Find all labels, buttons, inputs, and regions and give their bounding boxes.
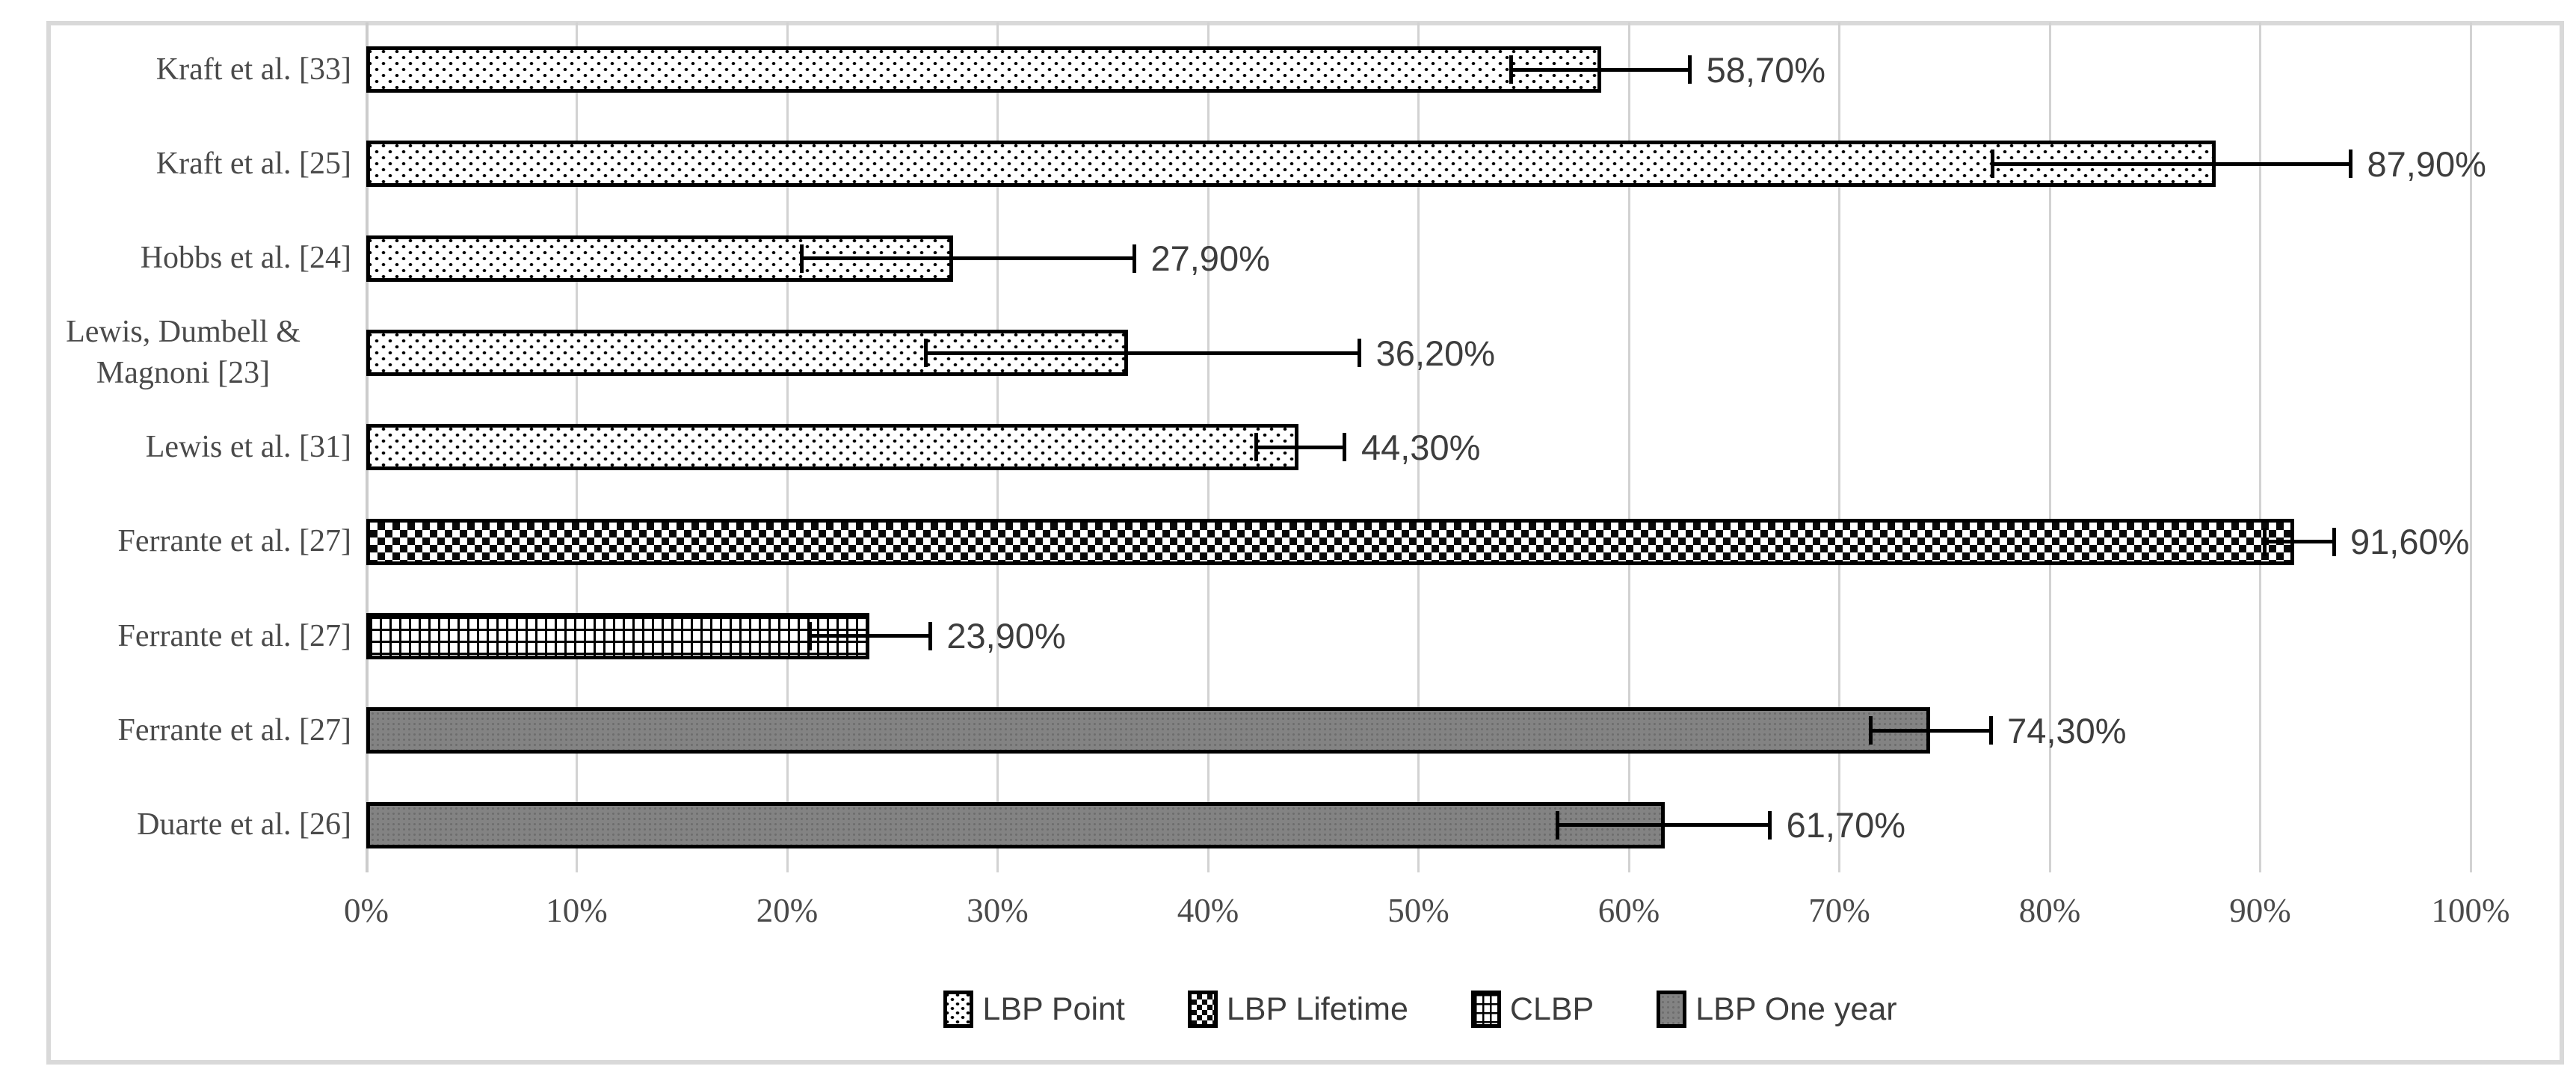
gridline-80% (2048, 22, 2051, 872)
category-label-text: Ferrante et al. [27] (117, 618, 351, 653)
value-label: 91,60% (2350, 522, 2470, 562)
x-axis-tick-label: 90% (2229, 892, 2291, 929)
category-label-text: Hobbs et al. [24] (140, 241, 351, 276)
value-label: 23,90% (946, 616, 1066, 656)
x-axis-tick-label: 70% (1808, 892, 1870, 929)
x-axis-tick-label: 50% (1387, 892, 1449, 929)
error-bar-cap-high (1988, 716, 1993, 745)
value-label: 27,90% (1150, 238, 1270, 279)
category-label: Kraft et al. [25] (15, 117, 351, 211)
error-bar-cap-high (2349, 150, 2353, 179)
category-label-text: Lewis et al. [31] (145, 430, 351, 465)
gridline-60% (1627, 22, 1630, 872)
error-bar-cap-high (2332, 527, 2336, 556)
legend-item-dots: LBP Point (943, 991, 1125, 1028)
error-bar-cap-low (1991, 150, 1995, 179)
bar-clbp (366, 612, 869, 659)
error-bar-line (810, 634, 931, 638)
legend-label: LBP Point (982, 991, 1125, 1027)
gridline-70% (1838, 22, 1840, 872)
x-axis-tick-label: 80% (2018, 892, 2081, 929)
category-label: Lewis, Dumbell & Magnoni [23] (15, 306, 351, 400)
bar-lbp-lifetime (366, 518, 2294, 565)
error-bar-line (1511, 67, 1690, 72)
error-bar-cap-low (808, 621, 813, 650)
value-label: 44,30% (1361, 427, 1481, 467)
x-axis-tick-label: 60% (1597, 892, 1660, 929)
x-axis-tick-label: 0% (344, 892, 389, 929)
error-bar-cap-high (1132, 244, 1136, 273)
legend-swatch-grid-icon (1470, 991, 1501, 1028)
x-axis-tick-label: 40% (1177, 892, 1239, 929)
error-bar-cap-low (1509, 55, 1513, 84)
x-axis-tick-label: 20% (756, 892, 819, 929)
legend-label: LBP Lifetime (1226, 991, 1408, 1027)
legend-swatch-dots-icon (943, 991, 974, 1028)
legend-swatch-checker-icon (1187, 991, 1218, 1028)
category-label-text: Duarte et al. [26] (137, 807, 351, 842)
category-label: Ferrante et al. [27] (15, 589, 351, 683)
legend-label: CLBP (1509, 991, 1594, 1027)
value-label: 36,20% (1375, 333, 1496, 373)
error-bar-cap-low (1555, 810, 1559, 840)
error-bar-cap-low (1254, 433, 1259, 462)
category-label-text: Ferrante et al. [27] (117, 524, 351, 559)
value-label: 74,30% (2007, 710, 2127, 751)
category-label: Ferrante et al. [27] (15, 495, 351, 589)
error-bar-line (1870, 728, 1991, 733)
error-bar-line (1557, 823, 1770, 828)
legend-item-checker: LBP Lifetime (1187, 991, 1408, 1028)
error-bar-line (2264, 540, 2335, 544)
category-label: Ferrante et al. [27] (15, 683, 351, 777)
bar-lbp-one-year (366, 707, 1930, 754)
category-label: Lewis et al. [31] (15, 400, 351, 494)
bar-lbp-point (366, 46, 1602, 93)
error-bar-line (925, 351, 1360, 355)
category-label-text: Kraft et al. [33] (155, 52, 351, 87)
gridline-50% (1417, 22, 1420, 872)
x-axis-tick-label: 30% (967, 892, 1029, 929)
value-label: 61,70% (1786, 805, 1905, 845)
error-bar-cap-high (1768, 810, 1772, 840)
category-label-text: Ferrante et al. [27] (117, 712, 351, 748)
bar-lbp-one-year (366, 801, 1665, 848)
x-axis-tick-label: 10% (546, 892, 608, 929)
legend-item-gray-texture: LBP One year (1657, 991, 1897, 1028)
error-bar-cap-low (2262, 527, 2267, 556)
category-label: Duarte et al. [26] (15, 778, 351, 872)
value-label: 58,70% (1706, 49, 1826, 90)
error-bar-line (1256, 445, 1345, 449)
error-bar-line (1992, 161, 2351, 166)
category-label-text: Kraft et al. [25] (155, 147, 351, 182)
error-bar-cap-low (800, 244, 804, 273)
bar-lbp-point (366, 141, 2216, 188)
error-bar-cap-high (1343, 433, 1347, 462)
error-bar-cap-low (1869, 716, 1873, 745)
category-label: Kraft et al. [33] (15, 22, 351, 117)
legend-label: LBP One year (1695, 991, 1897, 1027)
error-bar-cap-high (1358, 339, 1362, 368)
bar-lbp-point (366, 424, 1299, 471)
category-label: Hobbs et al. [24] (15, 212, 351, 306)
error-bar-cap-high (1688, 55, 1692, 84)
gridline-90% (2259, 22, 2261, 872)
category-label-text: Lewis, Dumbell & Magnoni [23] (66, 315, 301, 391)
error-bar-cap-low (924, 339, 928, 368)
error-bar-line (801, 256, 1135, 261)
x-axis-tick-label: 100% (2431, 892, 2510, 929)
value-label: 87,90% (2367, 144, 2486, 184)
legend-item-grid: CLBP (1470, 991, 1594, 1028)
legend: LBP Point LBP Lifetime CLBP LBP One year (369, 985, 2472, 1033)
legend-swatch-gray-texture-icon (1657, 991, 1687, 1028)
error-bar-cap-high (928, 621, 932, 650)
gridline-100% (2469, 22, 2472, 872)
